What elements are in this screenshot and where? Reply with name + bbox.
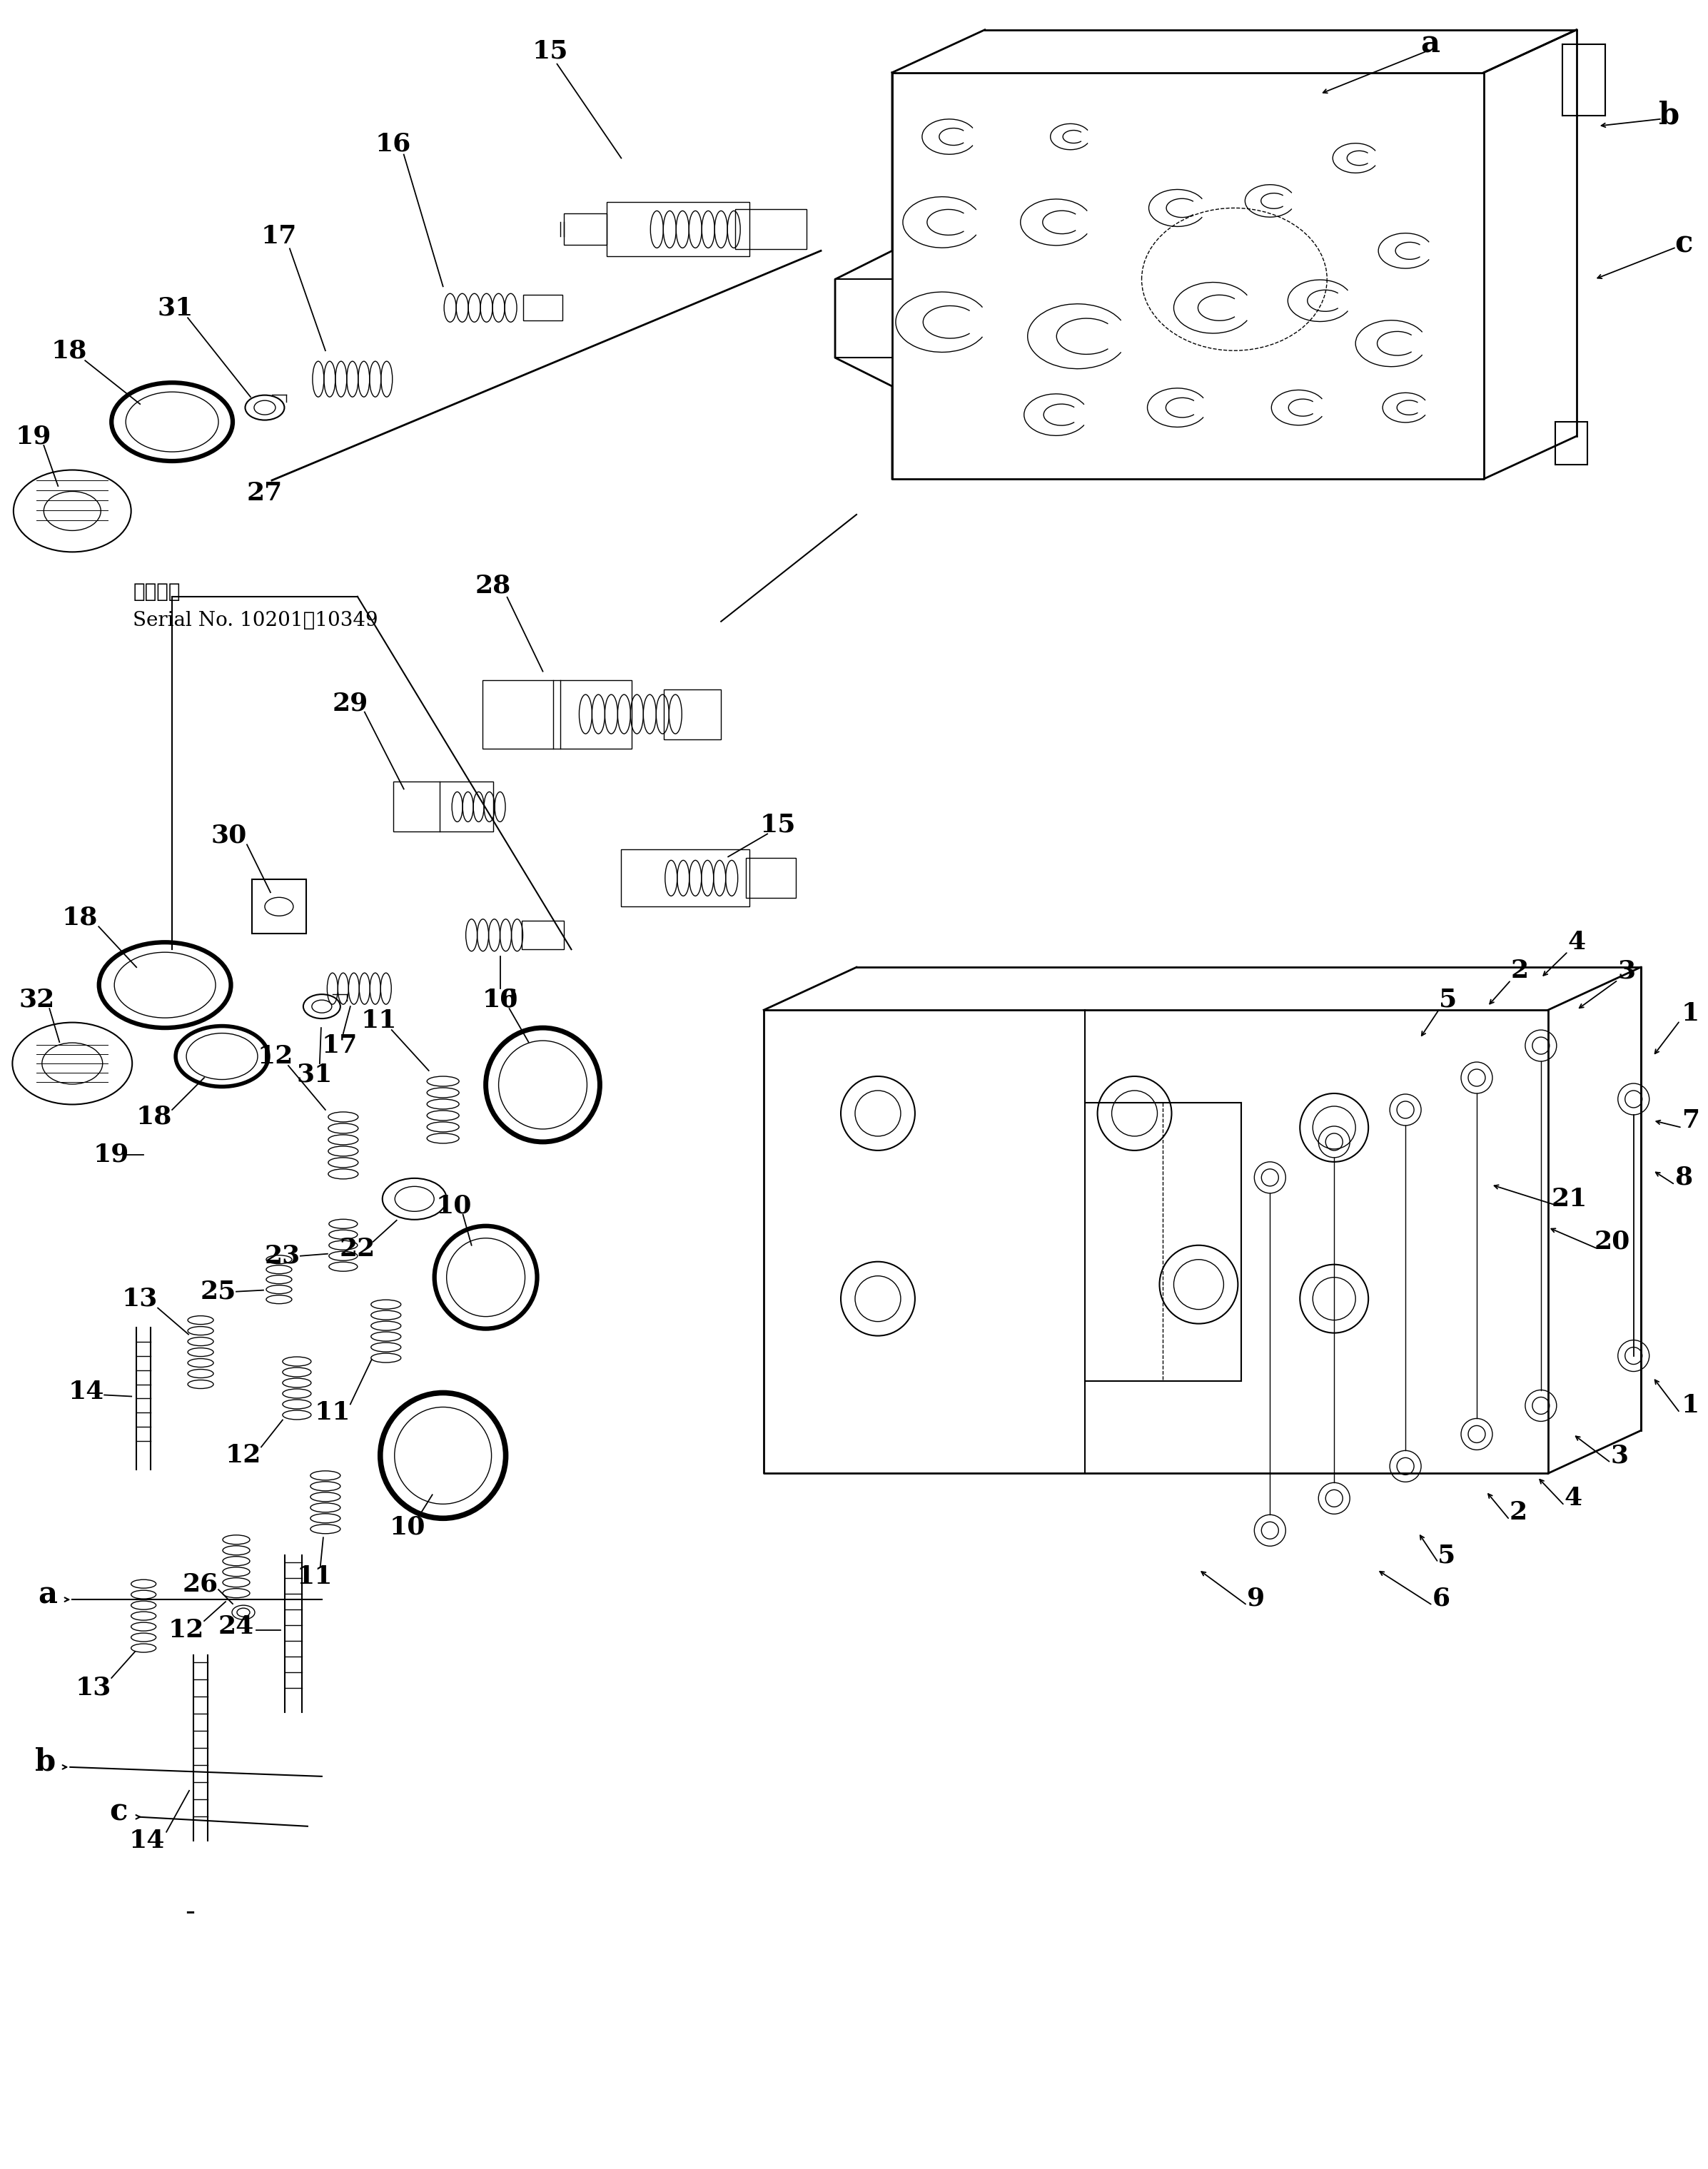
Text: 31: 31 — [157, 295, 193, 321]
Text: a: a — [1421, 28, 1440, 59]
Text: 27: 27 — [248, 482, 284, 505]
Text: 16: 16 — [376, 132, 412, 156]
Text: 11: 11 — [314, 1401, 350, 1425]
Text: c: c — [109, 1798, 128, 1826]
Text: 8: 8 — [1674, 1165, 1693, 1189]
Text: 12: 12 — [169, 1618, 205, 1642]
Text: 28: 28 — [475, 573, 511, 599]
Text: 12: 12 — [225, 1442, 261, 1468]
Text: a: a — [38, 1579, 56, 1609]
Text: 23: 23 — [265, 1243, 301, 1269]
Text: 18: 18 — [61, 904, 97, 931]
Text: -: - — [184, 1898, 195, 1926]
Text: 19: 19 — [94, 1143, 130, 1167]
Text: 10: 10 — [482, 987, 518, 1011]
Text: 1: 1 — [1682, 1002, 1699, 1026]
Text: 18: 18 — [51, 338, 87, 362]
Text: 19: 19 — [15, 423, 51, 449]
Text: 17: 17 — [321, 1032, 357, 1058]
Text: b: b — [1658, 100, 1679, 130]
Text: 3: 3 — [1617, 959, 1636, 983]
Text: 10: 10 — [389, 1514, 425, 1540]
Text: 22: 22 — [340, 1236, 376, 1260]
Bar — [253, 881, 306, 933]
Text: 26: 26 — [183, 1573, 219, 1596]
Text: 7: 7 — [1682, 1108, 1699, 1132]
Bar — [1556, 421, 1587, 464]
Text: 15: 15 — [531, 39, 569, 63]
Text: 11: 11 — [297, 1564, 333, 1590]
Text: 1: 1 — [1682, 1392, 1699, 1419]
Text: b: b — [34, 1746, 56, 1776]
Text: 14: 14 — [68, 1379, 104, 1403]
Text: 31: 31 — [297, 1063, 333, 1087]
Text: 13: 13 — [75, 1674, 111, 1698]
Text: 10: 10 — [436, 1193, 471, 1219]
Text: 15: 15 — [760, 813, 796, 837]
Text: 20: 20 — [1594, 1230, 1629, 1254]
Text: 9: 9 — [1247, 1586, 1264, 1609]
Text: 30: 30 — [212, 824, 248, 848]
Text: c: c — [1674, 228, 1693, 258]
Text: 適用号機: 適用号機 — [133, 581, 181, 601]
Text: 21: 21 — [1551, 1186, 1587, 1210]
Text: 11: 11 — [360, 1009, 396, 1032]
Text: 25: 25 — [200, 1280, 236, 1304]
Text: 3: 3 — [1611, 1442, 1628, 1468]
Text: Serial No. 10201～10349: Serial No. 10201～10349 — [133, 612, 377, 629]
Text: 2: 2 — [1510, 959, 1529, 983]
Text: 4: 4 — [1568, 931, 1585, 954]
Text: 2: 2 — [1510, 1501, 1527, 1525]
Text: 6: 6 — [1431, 1586, 1450, 1609]
Text: 14: 14 — [130, 1828, 166, 1852]
Text: 5: 5 — [1440, 987, 1457, 1011]
Text: 29: 29 — [333, 692, 369, 716]
Text: 16: 16 — [482, 987, 518, 1011]
Text: 17: 17 — [261, 223, 297, 249]
Text: 5: 5 — [1438, 1542, 1455, 1568]
Text: 13: 13 — [121, 1286, 157, 1310]
Text: 18: 18 — [137, 1104, 173, 1130]
Text: 12: 12 — [258, 1043, 294, 1069]
Text: 4: 4 — [1565, 1486, 1582, 1510]
Text: 24: 24 — [219, 1614, 254, 1640]
Text: 32: 32 — [19, 987, 55, 1011]
